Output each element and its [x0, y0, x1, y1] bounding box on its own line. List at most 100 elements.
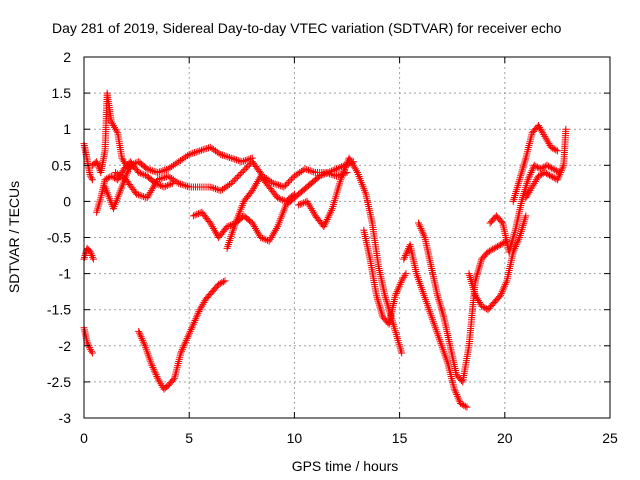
data-point — [401, 253, 409, 261]
data-point — [533, 163, 541, 171]
data-point — [308, 206, 316, 214]
data-point — [154, 374, 162, 382]
data-point — [269, 230, 277, 238]
data-point — [169, 376, 177, 384]
data-point — [295, 201, 303, 209]
data-point — [175, 158, 183, 166]
data-point — [188, 324, 196, 332]
data-point — [305, 201, 313, 209]
data-point — [86, 345, 94, 353]
data-layer — [80, 89, 570, 411]
data-point — [185, 329, 193, 337]
data-point — [109, 122, 117, 130]
data-point — [109, 173, 117, 181]
data-point — [458, 400, 466, 408]
data-point — [101, 176, 109, 184]
data-point — [454, 394, 462, 402]
data-point — [250, 183, 258, 191]
data-point — [212, 147, 219, 155]
data-point — [526, 187, 534, 195]
data-point — [201, 145, 209, 153]
data-point — [209, 224, 217, 232]
data-point — [166, 173, 174, 181]
data-point — [236, 170, 244, 178]
tick-layer — [83, 56, 611, 419]
data-point — [196, 147, 204, 155]
data-point — [193, 313, 201, 321]
data-point — [81, 252, 89, 260]
data-point — [546, 171, 554, 179]
data-point — [115, 171, 123, 179]
data-point — [192, 148, 200, 156]
data-point — [164, 172, 172, 180]
data-point — [139, 336, 147, 344]
x-tick-label: 10 — [287, 430, 303, 446]
data-point — [136, 191, 144, 199]
data-point — [194, 147, 202, 155]
data-point — [332, 165, 340, 173]
data-point — [227, 179, 235, 187]
data-point — [178, 347, 186, 355]
data-point — [322, 217, 330, 225]
data-point — [453, 391, 461, 399]
data-point — [159, 174, 167, 182]
data-point — [562, 125, 570, 133]
data-point — [551, 166, 559, 174]
data-point — [93, 158, 101, 166]
data-point — [473, 295, 481, 303]
data-point — [277, 195, 285, 203]
data-point — [240, 157, 248, 165]
data-point — [475, 297, 482, 305]
data-point — [94, 161, 102, 169]
data-point — [453, 392, 461, 400]
data-point — [159, 167, 167, 175]
series-track-h — [135, 277, 229, 393]
data-point — [227, 154, 235, 162]
data-point — [495, 242, 503, 250]
data-point — [89, 255, 97, 263]
y-tick-label: 0 — [63, 193, 71, 209]
data-point — [238, 158, 246, 166]
data-point — [501, 280, 509, 288]
data-point — [345, 154, 353, 162]
data-point — [142, 164, 150, 172]
data-point — [206, 183, 214, 191]
series-track-b — [80, 244, 97, 263]
data-point — [158, 382, 166, 390]
data-point — [309, 208, 317, 216]
data-point — [176, 180, 184, 188]
data-point — [270, 228, 278, 236]
data-point — [233, 156, 241, 164]
data-point — [219, 185, 227, 193]
data-point — [182, 182, 190, 190]
data-point — [526, 172, 534, 180]
data-point — [452, 389, 460, 397]
x-tick-label: 15 — [392, 430, 408, 446]
y-tick-label: 1.5 — [52, 85, 72, 101]
data-point — [253, 226, 261, 234]
data-point — [161, 166, 169, 174]
series-track-c — [80, 324, 96, 357]
data-point — [138, 192, 146, 200]
data-point — [227, 233, 235, 241]
data-point — [450, 385, 458, 393]
data-point — [257, 234, 265, 241]
data-point — [178, 155, 186, 163]
data-point — [189, 322, 197, 330]
data-point — [324, 214, 332, 222]
data-point — [182, 153, 190, 161]
series-track-l — [360, 226, 410, 328]
data-point — [207, 221, 215, 229]
data-point — [327, 208, 335, 216]
data-point — [149, 183, 157, 191]
data-point — [230, 176, 238, 184]
data-point — [208, 223, 216, 231]
data-point — [498, 288, 506, 296]
series-track-r — [522, 125, 570, 202]
data-point — [544, 138, 552, 146]
data-point — [395, 284, 403, 292]
data-point — [399, 275, 407, 283]
data-point — [527, 185, 535, 193]
data-point — [212, 185, 219, 193]
data-point — [271, 226, 279, 234]
